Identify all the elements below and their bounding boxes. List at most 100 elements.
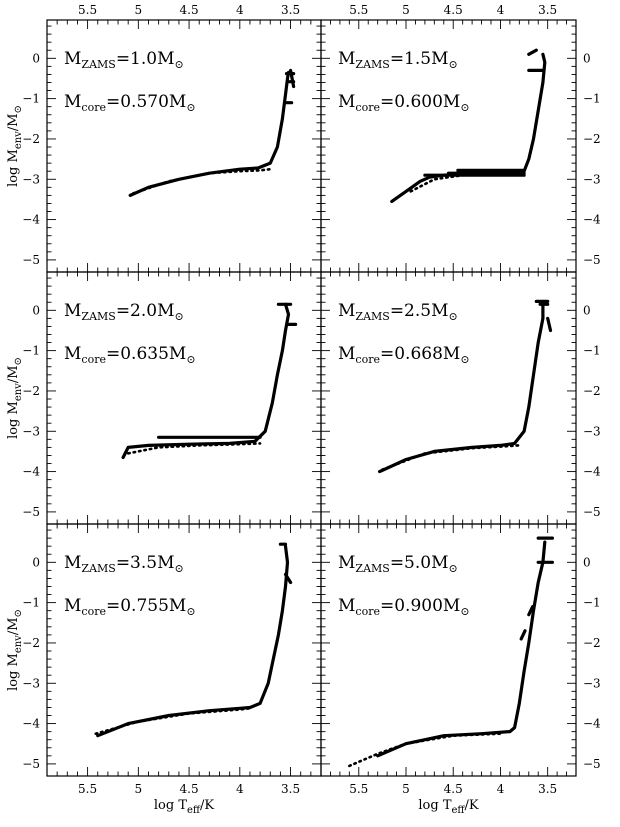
x-tick-label-bottom: 4.5 [444, 782, 463, 796]
x-tick-label-top: 5.5 [78, 3, 97, 17]
x-tick-label-top: 4 [497, 3, 505, 17]
solid-track-segment [527, 48, 538, 56]
y-tick-label: 0 [32, 51, 40, 65]
y-tick-label: −3 [583, 172, 601, 186]
y-tick-label: 0 [583, 303, 591, 317]
x-tick-label-top: 3.5 [281, 3, 300, 17]
dotted-track [94, 707, 252, 735]
panels-layer: −5−4−3−2−10 MZAMS=1.0M⊙Mcore=0.570M⊙−5−4−… [22, 19, 601, 777]
x-tick-label-bottom: 3.5 [538, 782, 557, 796]
y-tick-label: −1 [583, 92, 601, 106]
y-axis-title: log Menv/M⊙ [6, 357, 24, 439]
y-tick-label: −3 [22, 676, 40, 690]
x-axis-title: log Teff/K [154, 798, 215, 816]
x-tick-label-bottom: 5.5 [78, 782, 97, 796]
panel-label-mcore: Mcore=0.668M⊙ [338, 344, 470, 366]
panel-2: −5 −4 −3 −2 −1 0 MZAMS=1.5M⊙ Mcore=0.600M⊙ [320, 19, 601, 273]
panel-label-mcore: Mcore=0.900M⊙ [338, 596, 470, 618]
y-tick-label: −4 [22, 717, 40, 731]
axis-ticks [47, 272, 321, 524]
panel-label-mzams: MZAMS=1.0M⊙ [64, 49, 184, 71]
x-tick-label-bottom: 4 [236, 782, 244, 796]
y-tick-label: −1 [583, 596, 601, 610]
y-tick-label: −4 [583, 465, 601, 479]
panel-label-mzams: MZAMS=1.5M⊙ [338, 49, 458, 71]
y-tick-label: −4 [22, 465, 40, 479]
solid-track-segment [546, 316, 553, 333]
panel-frame [320, 523, 577, 777]
y-tick-label: −4 [22, 213, 40, 227]
y-tick-label: −3 [583, 676, 601, 690]
x-tick-label-top: 5.5 [349, 3, 368, 17]
solid-track [121, 302, 291, 460]
y-tick-label: −4 [583, 717, 601, 731]
y-axis-title: log Menv/M⊙ [6, 609, 24, 691]
y-tick-label: −4 [583, 213, 601, 227]
x-tick-label-top: 5 [135, 3, 143, 17]
panel-label-mzams: MZAMS=3.5M⊙ [64, 553, 184, 575]
x-tick-label-bottom: 4 [497, 782, 505, 796]
x-tick-label-bottom: 5 [135, 782, 143, 796]
x-tick-label-top: 4 [236, 3, 244, 17]
panel-label-mcore: Mcore=0.600M⊙ [338, 92, 470, 114]
y-tick-label: −2 [583, 636, 601, 650]
solid-track [378, 300, 545, 474]
y-tick-label: −1 [22, 344, 40, 358]
solid-track [128, 70, 291, 197]
x-axis-title: log Teff/K [418, 798, 479, 816]
y-tick-label: −5 [22, 253, 40, 267]
solid-track [96, 544, 290, 738]
y-tick-label: −2 [22, 636, 40, 650]
panel-4: −5 −4 −3 −2 −1 0 MZAMS=2.5M⊙ Mcore=0.668M⊙ [320, 271, 601, 525]
y-axis-title: log Menv/M⊙ [6, 105, 24, 187]
y-tick-label: 0 [583, 51, 591, 65]
y-tick-label: 0 [32, 303, 40, 317]
y-tick-label: −1 [22, 92, 40, 106]
solid-track-segment [527, 605, 535, 617]
dotted-track [132, 167, 272, 195]
solid-track [390, 52, 547, 203]
y-tick-label: 0 [32, 555, 40, 569]
x-tick-label-top: 4.5 [180, 3, 199, 17]
solid-track [376, 540, 547, 758]
panel-6: −5 −4 −3 −2 −1 0 MZAMS=5.0M⊙ Mcore=0.900M⊙ [320, 523, 601, 777]
y-tick-label: −5 [22, 505, 40, 519]
panel-label-mcore: Mcore=0.570M⊙ [64, 92, 196, 114]
y-tick-label: −5 [22, 757, 40, 771]
y-tick-label: −2 [22, 132, 40, 146]
x-tick-label-top: 4.5 [444, 3, 463, 17]
panel-label-mzams: MZAMS=5.0M⊙ [338, 553, 458, 575]
axis-ticks [47, 20, 321, 272]
outer-labels: 5.5 5.5 5 5 4.5 4.5 4 4 3.5 3.5 log Teff/K 5.5 5.5 5 5… [6, 3, 557, 816]
y-tick-label: −5 [583, 757, 601, 771]
y-tick-label: −3 [583, 424, 601, 438]
x-tick-label-bottom: 5.5 [349, 782, 368, 796]
y-tick-label: −3 [22, 172, 40, 186]
y-tick-label: −2 [22, 384, 40, 398]
solid-track-segment [289, 68, 296, 89]
panel-label-mzams: MZAMS=2.0M⊙ [64, 301, 184, 323]
axis-ticks [321, 20, 576, 272]
x-tick-label-bottom: 4.5 [180, 782, 199, 796]
y-tick-label: −1 [22, 596, 40, 610]
y-tick-label: −1 [583, 344, 601, 358]
y-tick-label: −3 [22, 424, 40, 438]
solid-track-segment [519, 629, 527, 641]
solid-track-segment [283, 572, 293, 585]
x-tick-label-bottom: 5 [402, 782, 410, 796]
x-tick-label-top: 3.5 [538, 3, 557, 17]
y-tick-label: −2 [583, 132, 601, 146]
panel-5: −5 −4 −3 −2 −1 0 MZAMS=3.5M⊙ Mcore=0.755M⊙ [22, 523, 322, 777]
panel-1: −5 −4 −3 −2 −1 0 MZAMS=1.0M⊙ Mcore=0.570M⊙ [22, 19, 322, 273]
axis-ticks [321, 524, 576, 776]
x-tick-label-top: 5 [402, 3, 410, 17]
y-tick-label: −5 [583, 505, 601, 519]
panel-label-mcore: Mcore=0.755M⊙ [64, 596, 196, 618]
y-tick-label: 0 [583, 555, 591, 569]
panel-label-mcore: Mcore=0.635M⊙ [64, 344, 196, 366]
x-tick-label-bottom: 3.5 [281, 782, 300, 796]
y-tick-label: −5 [583, 253, 601, 267]
axis-ticks [47, 524, 321, 776]
y-tick-label: −2 [583, 384, 601, 398]
